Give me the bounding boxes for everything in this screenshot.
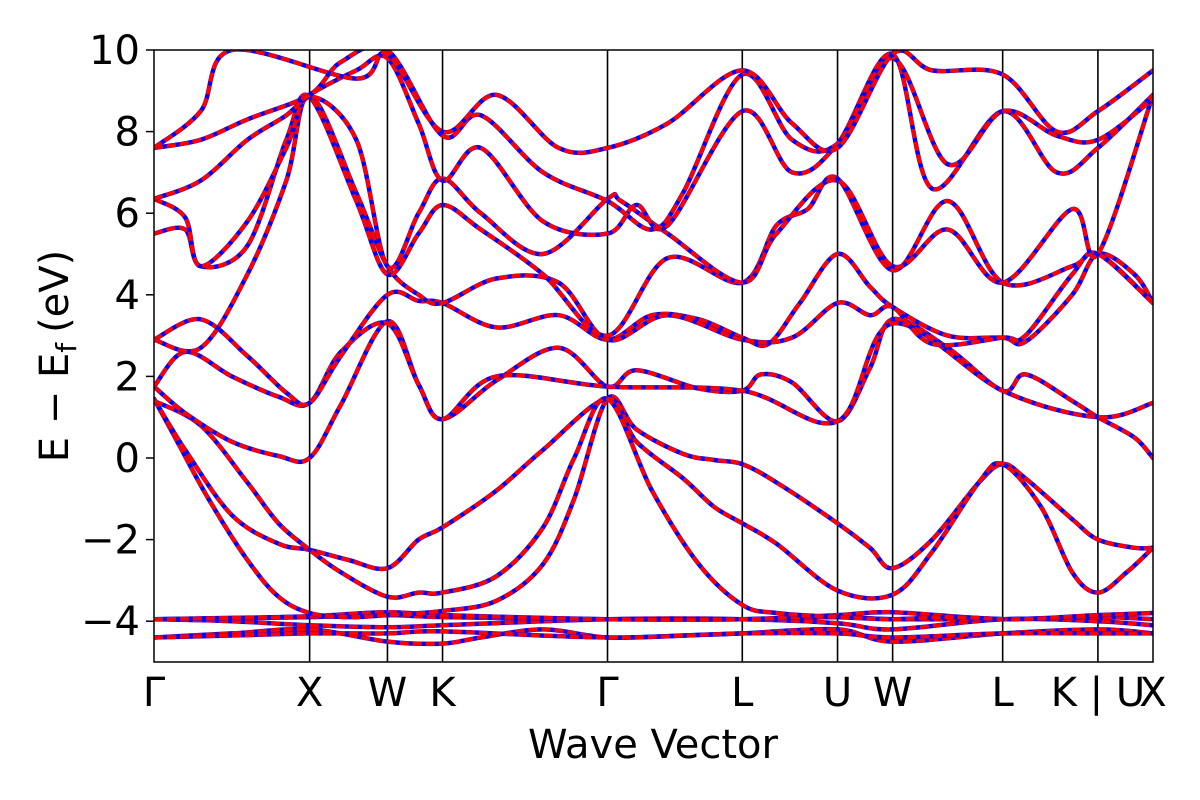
x-axis-label: Wave Vector: [528, 722, 779, 768]
band-line: [154, 320, 1153, 426]
kpoint-label: K: [429, 670, 457, 716]
kpoint-divider-layer: [308, 50, 1099, 662]
band-line: [154, 50, 1153, 155]
y-axis-label-subscript: f: [50, 342, 83, 353]
band-line: [154, 92, 1153, 338]
kpoint-label: Γ: [143, 670, 166, 716]
y-axis-label-main: E − E: [32, 353, 78, 463]
y-tick-label: 0: [115, 436, 140, 482]
y-tick-label: −2: [81, 518, 140, 564]
band-line: [154, 396, 1153, 601]
y-tick-label: 2: [115, 354, 140, 400]
plot-frame: [153, 49, 1154, 663]
band-line: [154, 251, 1153, 407]
band-line-overlay: [154, 396, 1005, 622]
band-lines-layer: [154, 50, 1153, 647]
kpoint-label: L: [731, 670, 754, 716]
kpoint-label: L: [992, 670, 1015, 716]
kpoint-label: X: [296, 670, 323, 716]
y-tick-label: 8: [115, 110, 140, 156]
band-line: [154, 92, 1153, 354]
y-tick-label: 10: [89, 28, 140, 74]
kpoint-label: U: [823, 670, 852, 716]
kpoint-label: W: [368, 670, 408, 716]
kpoint-label: K | U: [1051, 670, 1145, 716]
y-tick-label: 4: [115, 273, 140, 319]
kpoint-label: X: [1139, 670, 1166, 716]
y-tick-label: 6: [115, 191, 140, 237]
kpoint-label: W: [873, 670, 913, 716]
band-line: [154, 51, 1153, 237]
band-line: [154, 94, 1153, 285]
y-axis-ticks: −4 −2 0 2 4 6 8 10: [81, 28, 154, 645]
y-axis-label-unit: (eV): [32, 250, 78, 333]
band-line: [154, 50, 1153, 232]
band-line: [154, 396, 1003, 622]
band-line: [154, 629, 1153, 640]
y-axis-label: E − Ef (eV): [32, 250, 83, 463]
kpoint-label: Γ: [596, 670, 619, 716]
y-tick-label: −4: [81, 599, 140, 645]
